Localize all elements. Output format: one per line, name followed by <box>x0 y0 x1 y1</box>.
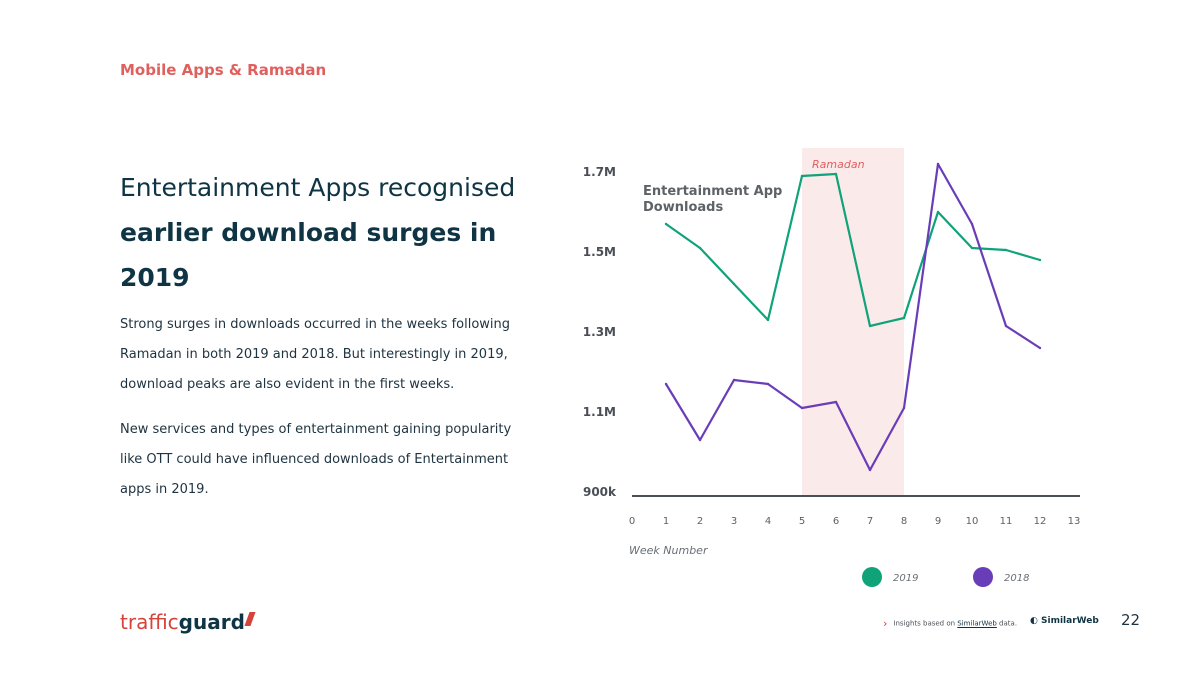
x-tick-label: 2 <box>697 516 703 527</box>
chevron-right-icon: › <box>883 617 888 630</box>
headline-text: Entertainment Apps recognised <box>120 173 516 202</box>
data-point-2018 <box>834 400 838 404</box>
headline-bold-text: earlier download surges in 2019 <box>120 218 497 292</box>
paragraph-1: Strong surges in downloads occurred in t… <box>120 317 511 392</box>
flag-icon <box>244 612 256 626</box>
trafficguard-logo: trafficguard <box>120 610 256 634</box>
x-tick-label: 12 <box>1034 516 1047 527</box>
x-tick-label: 8 <box>901 516 907 527</box>
source-note-suffix: data. <box>996 619 1018 628</box>
y-tick-label: 1.7M <box>583 165 616 179</box>
x-tick-label: 13 <box>1068 516 1081 527</box>
data-point-2019 <box>664 222 668 226</box>
legend-label-2019: 2019 <box>893 573 918 584</box>
x-tick-label: 1 <box>663 516 669 527</box>
source-note: › Insights based on SimilarWeb data. <box>883 617 1017 630</box>
x-axis-title: Week Number <box>629 544 709 557</box>
data-point-2018 <box>732 378 736 382</box>
x-tick-label: 11 <box>1000 516 1013 527</box>
series-line-2018 <box>665 162 1041 472</box>
chart-title-line-1: Entertainment App <box>643 184 782 199</box>
data-point-2018 <box>766 382 770 386</box>
data-point-2019 <box>766 318 770 322</box>
legend-label-2018: 2018 <box>1004 573 1029 584</box>
legend-swatch-2019 <box>862 567 882 587</box>
data-point-2018 <box>902 406 906 410</box>
similarweb-icon: ◐ <box>1030 616 1038 626</box>
x-tick-label: 7 <box>867 516 873 527</box>
section-title: Mobile Apps & Ramadan <box>120 61 327 79</box>
x-tick-label: 9 <box>935 516 941 527</box>
data-point-2019 <box>732 282 736 286</box>
data-point-2018 <box>800 406 804 410</box>
data-point-2018 <box>698 438 702 442</box>
data-point-2019 <box>698 246 702 250</box>
data-point-2019 <box>902 316 906 320</box>
headline: Entertainment Apps recognised earlier do… <box>120 165 540 300</box>
ramadan-label: Ramadan <box>812 158 865 171</box>
data-point-2019 <box>970 246 974 250</box>
x-tick-label: 6 <box>833 516 839 527</box>
y-tick-label: 900k <box>583 485 617 499</box>
page-number: 22 <box>1121 611 1141 629</box>
data-point-2018 <box>1004 324 1008 328</box>
logo-bold-text: guard <box>178 610 245 634</box>
chart-title-line-2: Downloads <box>643 200 723 215</box>
series-line-2019 <box>665 172 1041 328</box>
x-tick-label: 4 <box>765 516 771 527</box>
data-point-2019 <box>1038 258 1042 262</box>
data-point-2018 <box>664 382 668 386</box>
x-tick-label: 0 <box>629 516 635 527</box>
data-point-2019 <box>1004 248 1008 252</box>
logo-text: traffic <box>120 610 179 634</box>
x-tick-label: 3 <box>731 516 737 527</box>
data-point-2018 <box>970 222 974 226</box>
source-link[interactable]: SimilarWeb <box>957 619 997 628</box>
legend-swatch-2018 <box>973 567 993 587</box>
x-tick-label: 10 <box>966 516 979 527</box>
y-tick-label: 1.5M <box>583 245 616 259</box>
similarweb-logo: ◐ SimilarWeb <box>1030 616 1099 626</box>
data-point-2018 <box>936 162 940 166</box>
data-point-2018 <box>868 468 872 472</box>
source-note-prefix: Insights based on <box>893 619 958 628</box>
x-tick-label: 5 <box>799 516 805 527</box>
data-point-2019 <box>834 172 838 176</box>
data-point-2019 <box>936 210 940 214</box>
paragraph-2: New services and types of entertainment … <box>120 422 512 497</box>
y-tick-label: 1.3M <box>583 325 616 339</box>
data-point-2019 <box>800 174 804 178</box>
data-point-2019 <box>868 324 872 328</box>
data-point-2018 <box>1038 346 1042 350</box>
y-tick-label: 1.1M <box>583 405 616 419</box>
similarweb-logo-text: SimilarWeb <box>1041 616 1099 626</box>
